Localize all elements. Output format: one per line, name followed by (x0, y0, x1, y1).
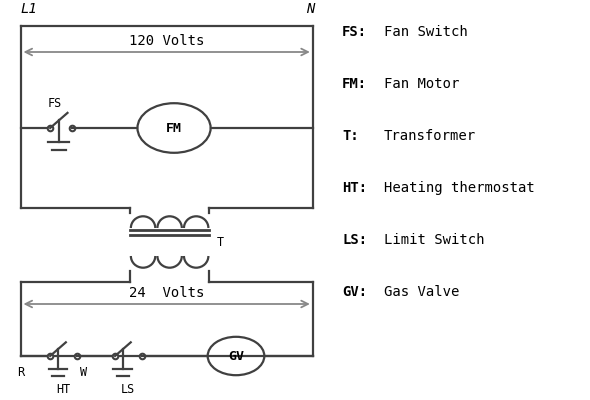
Text: T: T (217, 236, 224, 248)
Text: T:: T: (342, 129, 359, 143)
Text: Limit Switch: Limit Switch (384, 233, 484, 247)
Text: LS:: LS: (342, 233, 368, 247)
Text: FM: FM (166, 122, 182, 134)
Text: Fan Motor: Fan Motor (384, 77, 459, 91)
Text: 120 Volts: 120 Volts (129, 34, 204, 48)
Text: HT: HT (56, 383, 71, 396)
Text: W: W (80, 366, 87, 379)
Text: R: R (17, 366, 24, 379)
Text: 24  Volts: 24 Volts (129, 286, 204, 300)
Text: N: N (306, 2, 314, 16)
Text: FS:: FS: (342, 25, 368, 39)
Text: GV: GV (228, 350, 244, 362)
Text: L1: L1 (21, 2, 37, 16)
Text: HT:: HT: (342, 181, 368, 195)
Text: Heating thermostat: Heating thermostat (384, 181, 535, 195)
Text: Fan Switch: Fan Switch (384, 25, 467, 39)
Text: Gas Valve: Gas Valve (384, 285, 459, 299)
Text: FS: FS (47, 97, 61, 110)
Text: FM:: FM: (342, 77, 368, 91)
Text: GV:: GV: (342, 285, 368, 299)
Text: LS: LS (121, 383, 136, 396)
Text: Transformer: Transformer (384, 129, 476, 143)
